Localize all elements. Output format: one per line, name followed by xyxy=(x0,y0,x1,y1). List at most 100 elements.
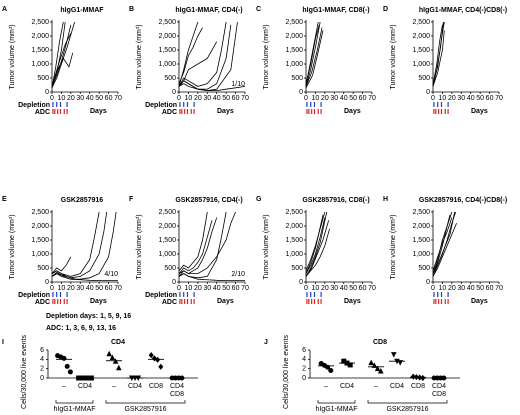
ratio-label: 4/10 xyxy=(104,271,118,278)
y-tick-label: 1,500 xyxy=(412,237,430,244)
tumor-curve xyxy=(305,214,324,274)
panel-letter: E xyxy=(2,196,7,203)
tumor-curve xyxy=(51,21,76,88)
x-tick-label: 20 xyxy=(67,285,75,292)
data-point xyxy=(106,350,112,357)
y-tick-label: 2,500 xyxy=(31,209,49,216)
y-tick-label: 1,000 xyxy=(285,61,303,68)
y-tick-label: 1,500 xyxy=(158,237,176,244)
y-tick-label: 1,000 xyxy=(285,251,303,258)
x-tick-label: 40 xyxy=(340,285,348,292)
y-tick-label: 1,500 xyxy=(31,237,49,244)
group-bracket xyxy=(105,400,186,404)
adc-label: ADC xyxy=(35,109,50,116)
tumor-curve xyxy=(432,21,445,84)
y-axis-label: Cells/30,000 live events xyxy=(283,335,290,409)
panel-title: hIgG1-MMAF, CD8(-) xyxy=(302,7,369,14)
x-tick-label: 30 xyxy=(76,95,84,102)
x-tick-label: 70 xyxy=(495,285,503,292)
y-tick-label: 1,000 xyxy=(31,61,49,68)
data-point xyxy=(391,352,397,358)
category-label: CD4 xyxy=(432,383,446,390)
category-label: CD8 xyxy=(432,391,446,398)
data-point xyxy=(109,354,116,360)
y-axis-label: Cells/30,000 live events xyxy=(21,335,28,409)
x-tick-label: 40 xyxy=(213,95,221,102)
y-axis-label: Tumor volume (mm³) xyxy=(263,24,270,89)
y-tick-label: 2,000 xyxy=(158,33,176,40)
y-tick-label: 2,000 xyxy=(412,223,430,230)
y-tick-label: 500 xyxy=(418,75,430,82)
y-tick-label: 1,000 xyxy=(158,61,176,68)
tumor-curve xyxy=(432,217,453,271)
group-bracket xyxy=(367,400,448,404)
y-tick-label: 0 xyxy=(45,279,49,286)
y-tick-label: 1,500 xyxy=(285,237,303,244)
x-axis-label: Days xyxy=(471,298,488,305)
x-tick-label: 0 xyxy=(177,285,181,292)
data-point xyxy=(410,373,416,380)
y-tick-label: 500 xyxy=(37,75,49,82)
tumor-curve xyxy=(305,228,330,277)
x-tick-label: 50 xyxy=(476,285,484,292)
y-tick-label: 1,500 xyxy=(31,47,49,54)
tumor-curve xyxy=(178,211,208,272)
category-label: CD8 xyxy=(411,383,425,390)
x-tick-label: 10 xyxy=(58,285,66,292)
y-tick-label: 500 xyxy=(37,265,49,272)
data-point xyxy=(64,363,70,369)
x-tick-label: 60 xyxy=(486,285,494,292)
category-label: – xyxy=(324,383,328,390)
y-axis-label: Tumor volume (mm³) xyxy=(136,24,143,89)
group-label: GSK2857916 xyxy=(124,406,166,413)
x-tick-label: 30 xyxy=(203,95,211,102)
x-tick-label: 10 xyxy=(312,285,320,292)
y-tick-label: 0 xyxy=(302,375,306,382)
x-axis-label: Days xyxy=(471,108,488,115)
x-tick-label: 70 xyxy=(495,95,503,102)
x-tick-label: 40 xyxy=(86,95,94,102)
x-tick-label: 10 xyxy=(439,285,447,292)
y-tick-label: 0 xyxy=(45,89,49,96)
x-tick-label: 10 xyxy=(185,285,193,292)
panel-title: CD8 xyxy=(373,339,387,346)
data-point xyxy=(378,368,384,374)
x-tick-label: 30 xyxy=(330,285,338,292)
data-point xyxy=(61,355,67,361)
tumor-curve xyxy=(305,21,321,87)
category-label: – xyxy=(62,383,66,390)
depletion-label: Depletion xyxy=(145,102,177,109)
y-tick-label: 6 xyxy=(40,347,44,354)
x-tick-label: 10 xyxy=(185,95,193,102)
y-tick-label: 2,500 xyxy=(412,19,430,26)
tumor-curve xyxy=(51,21,64,88)
x-tick-label: 20 xyxy=(448,95,456,102)
data-point xyxy=(148,352,154,359)
depletion-label: Depletion xyxy=(18,102,50,109)
tumor-curve xyxy=(305,30,324,88)
tumor-curve xyxy=(178,217,218,275)
panel-title: GSK2857916 xyxy=(61,197,104,204)
y-tick-label: 0 xyxy=(172,89,176,96)
y-tick-label: 0 xyxy=(299,89,303,96)
y-tick-label: 2,000 xyxy=(31,33,49,40)
y-tick-label: 0 xyxy=(172,279,176,286)
legend-adc: ADC: 1, 3, 6, 9, 13, 16 xyxy=(46,325,116,332)
tumor-curve xyxy=(305,217,326,274)
x-tick-label: 50 xyxy=(222,95,230,102)
x-tick-label: 50 xyxy=(95,95,103,102)
x-tick-label: 70 xyxy=(368,285,376,292)
x-tick-label: 40 xyxy=(213,285,221,292)
category-label: CD4 xyxy=(170,383,184,390)
y-tick-label: 2 xyxy=(40,366,44,373)
data-point xyxy=(368,359,374,366)
tumor-curve xyxy=(305,211,328,277)
group-bracket xyxy=(55,400,94,404)
y-tick-label: 2,500 xyxy=(158,19,176,26)
depletion-label: Depletion xyxy=(145,292,177,299)
y-axis-label: Tumor volume (mm³) xyxy=(390,214,397,279)
panel-title: CD4 xyxy=(111,339,125,346)
panel-letter: I xyxy=(2,339,4,346)
category-label: CD4 xyxy=(128,383,142,390)
